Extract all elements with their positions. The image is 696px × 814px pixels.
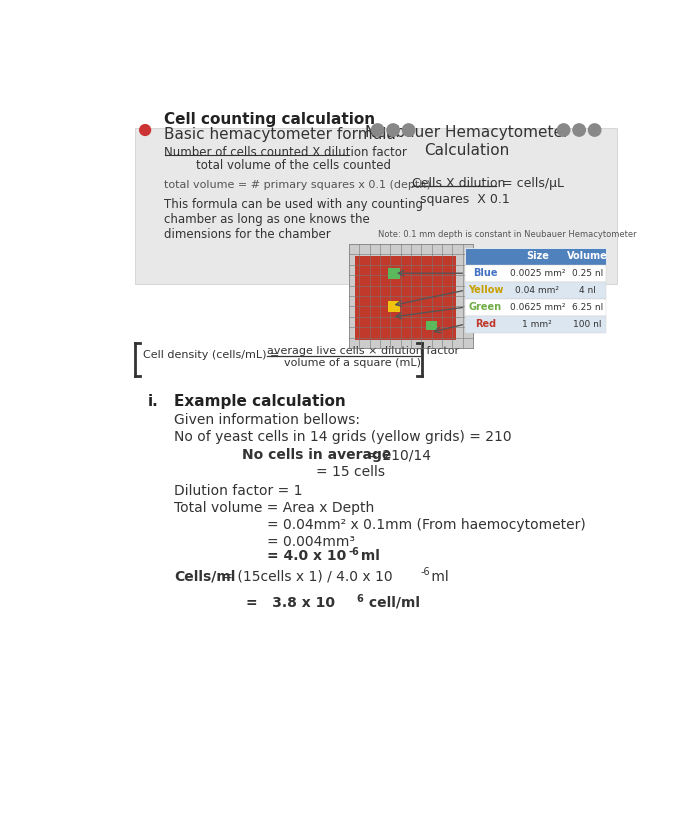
- Text: Cells/ml: Cells/ml: [174, 570, 235, 584]
- Text: No of yeast cells in 14 grids (yellow grids) = 210: No of yeast cells in 14 grids (yellow gr…: [174, 431, 512, 444]
- Text: Note: 0.1 mm depth is constant in Neubauer Hemacytometer: Note: 0.1 mm depth is constant in Neubau…: [378, 230, 636, 239]
- Bar: [465, 299, 606, 316]
- Circle shape: [387, 124, 400, 136]
- Text: Green: Green: [469, 302, 502, 312]
- Text: Blue: Blue: [473, 269, 498, 278]
- Text: total volume = # primary squares x 0.1 (depth): total volume = # primary squares x 0.1 (…: [164, 180, 432, 190]
- Text: 1 mm²: 1 mm²: [523, 320, 552, 329]
- Circle shape: [588, 124, 601, 136]
- Text: 4 nl: 4 nl: [579, 286, 596, 295]
- Text: squares  X 0.1: squares X 0.1: [420, 193, 510, 206]
- Text: Cell counting calculation: Cell counting calculation: [164, 112, 376, 126]
- Text: -6: -6: [349, 546, 360, 557]
- Bar: [465, 247, 606, 265]
- Text: Cell density (cells/mL) =: Cell density (cells/mL) =: [143, 350, 283, 361]
- Text: Dilution factor = 1: Dilution factor = 1: [174, 484, 302, 498]
- Text: average live cells × dilution factor: average live cells × dilution factor: [267, 347, 459, 357]
- Bar: [427, 321, 437, 330]
- Text: 0.0025 mm²: 0.0025 mm²: [509, 269, 565, 278]
- Text: 6.25 nl: 6.25 nl: [572, 303, 603, 312]
- Text: 100 nl: 100 nl: [574, 320, 602, 329]
- Text: Volume: Volume: [567, 252, 608, 261]
- Circle shape: [573, 124, 585, 136]
- Circle shape: [557, 124, 570, 136]
- Circle shape: [402, 124, 415, 136]
- Text: This formula can be used with any counting
chamber as long as one knows the
dime: This formula can be used with any counti…: [164, 198, 423, 241]
- Text: = (15cells x 1) / 4.0 x 10: = (15cells x 1) / 4.0 x 10: [217, 570, 393, 584]
- Text: Given information bellows:: Given information bellows:: [174, 414, 360, 427]
- Bar: [465, 282, 606, 299]
- Text: Number of cells counted X dilution factor: Number of cells counted X dilution facto…: [164, 147, 407, 160]
- Text: total volume of the cells counted: total volume of the cells counted: [196, 160, 390, 173]
- Text: = 210/14: = 210/14: [362, 448, 431, 462]
- Text: cell/ml: cell/ml: [364, 596, 420, 610]
- Text: Size: Size: [526, 252, 548, 261]
- Text: = 0.04mm² x 0.1mm (From haemocytometer): = 0.04mm² x 0.1mm (From haemocytometer): [267, 518, 585, 532]
- Text: = cells/μL: = cells/μL: [498, 177, 564, 190]
- Text: volume of a square (mL): volume of a square (mL): [284, 358, 421, 368]
- Text: Red: Red: [475, 319, 496, 329]
- Text: 0.04 mm²: 0.04 mm²: [515, 286, 560, 295]
- Text: i.: i.: [148, 394, 158, 409]
- Circle shape: [140, 125, 150, 135]
- Text: Yellow: Yellow: [468, 285, 503, 295]
- Text: -6: -6: [420, 567, 430, 577]
- Text: Example calculation: Example calculation: [174, 394, 345, 409]
- Text: Neubauer Hemacytometer
Calculation: Neubauer Hemacytometer Calculation: [365, 125, 569, 158]
- FancyBboxPatch shape: [135, 129, 617, 284]
- Text: = 0.004mm³: = 0.004mm³: [267, 535, 355, 549]
- Text: Basic hemacytometer formula: Basic hemacytometer formula: [164, 127, 397, 142]
- Text: 6: 6: [356, 593, 363, 603]
- Circle shape: [372, 124, 383, 136]
- Text: Cells X dilution: Cells X dilution: [413, 177, 506, 190]
- Text: 0.0625 mm²: 0.0625 mm²: [509, 303, 565, 312]
- Text: No cells in average: No cells in average: [242, 448, 391, 462]
- Bar: [388, 268, 400, 278]
- Bar: [465, 316, 606, 333]
- Text: Total volume = Area x Depth: Total volume = Area x Depth: [174, 501, 374, 515]
- Bar: [349, 244, 473, 348]
- Bar: [388, 301, 400, 312]
- Text: = 4.0 x 10: = 4.0 x 10: [267, 549, 346, 563]
- Text: =   3.8 x 10: = 3.8 x 10: [246, 596, 335, 610]
- Text: 0.25 nl: 0.25 nl: [572, 269, 603, 278]
- Bar: [465, 265, 606, 282]
- Text: = 15 cells: = 15 cells: [315, 465, 385, 479]
- Text: ml: ml: [356, 549, 380, 563]
- Text: ml: ml: [427, 570, 449, 584]
- Bar: [355, 256, 456, 340]
